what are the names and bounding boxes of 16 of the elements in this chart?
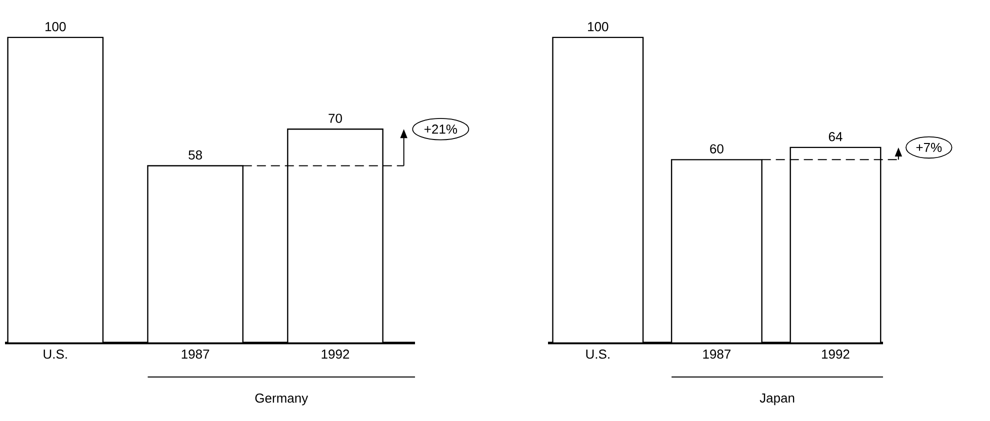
x-tick-label: 1987 — [182, 350, 210, 359]
x-tick-label: 1992 — [322, 350, 350, 359]
text: +21% — [424, 124, 458, 134]
data-label: 100 — [46, 22, 66, 32]
data-label: 70 — [328, 114, 342, 123]
data-label: 100 — [588, 22, 608, 32]
data-label: 64 — [828, 132, 842, 142]
x-tick-label: 1987 — [703, 350, 730, 359]
x-tick-label: U.S. — [44, 350, 67, 359]
x-axis-title: Japan — [760, 394, 794, 406]
x-tick-label: 1992 — [822, 350, 850, 359]
x-tick-label: U.S. — [586, 350, 610, 359]
data-label: 58 — [188, 150, 202, 160]
text: +7% — [916, 142, 942, 152]
data-label: 60 — [710, 144, 724, 154]
x-axis-title: Germany — [255, 394, 308, 406]
